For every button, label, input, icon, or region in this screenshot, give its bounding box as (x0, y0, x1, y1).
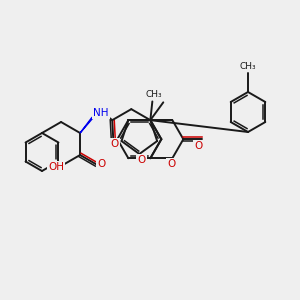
Text: O: O (137, 155, 146, 165)
Text: NH: NH (94, 108, 109, 118)
Text: O: O (194, 141, 202, 151)
Text: O: O (167, 159, 176, 169)
Text: CH₃: CH₃ (240, 62, 256, 71)
Text: OH: OH (48, 162, 64, 172)
Polygon shape (80, 115, 96, 133)
Text: CH₃: CH₃ (145, 90, 162, 99)
Text: O: O (97, 159, 105, 169)
Text: O: O (110, 139, 118, 149)
